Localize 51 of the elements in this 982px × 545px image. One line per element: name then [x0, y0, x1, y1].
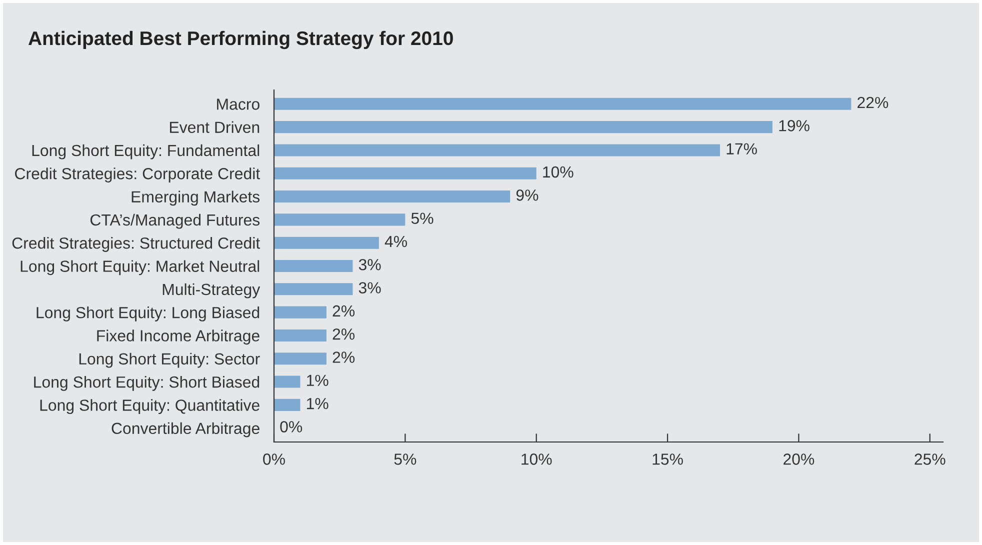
bar — [274, 329, 326, 342]
y-tick-label: Long Short Equity: Fundamental — [32, 144, 260, 160]
data-label: 3% — [358, 258, 381, 270]
x-tick-label: 10% — [522, 454, 552, 465]
bar — [274, 376, 300, 388]
data-label: 5% — [411, 212, 434, 224]
data-label: 1% — [307, 398, 328, 410]
y-tick-label: Long Short Equity: Long Biased — [36, 306, 260, 322]
y-tick-label: Event Driven — [170, 121, 260, 133]
y-tick-label: Multi-Strategy — [162, 283, 260, 298]
bar — [274, 306, 326, 318]
data-label: 2% — [332, 305, 355, 317]
bar — [274, 283, 353, 296]
bar — [274, 121, 772, 134]
bar — [274, 398, 300, 411]
y-tick-label: Long Short Equity: Market Neutral — [20, 260, 260, 276]
y-tick-label: Long Short Equity: Quantitative — [40, 399, 260, 414]
bar — [274, 167, 536, 180]
chart-title: Anticipated Best Performing Strategy for 2010 — [28, 30, 453, 50]
bar — [274, 214, 406, 226]
x-tick-label: 20% — [784, 454, 814, 465]
bar — [274, 260, 353, 272]
y-tick-label: Credit Strategies: Corporate Credit — [15, 168, 260, 182]
data-label: 0% — [280, 421, 302, 432]
data-label: 2% — [332, 328, 355, 340]
data-label: 10% — [543, 166, 574, 178]
data-label: 2% — [332, 352, 355, 363]
data-label: 17% — [726, 143, 757, 154]
bar — [274, 144, 720, 156]
bar — [274, 352, 326, 365]
x-tick-label: 25% — [914, 454, 946, 465]
y-tick-label: Credit Strategies: Structured Credit — [12, 237, 260, 252]
data-label: 19% — [779, 120, 810, 132]
y-tick-label: Emerging Markets — [132, 190, 260, 206]
y-tick-label: Macro — [217, 98, 260, 110]
data-label: 3% — [358, 282, 381, 294]
data-label: 1% — [307, 374, 328, 386]
y-tick-label: Convertible Arbitrage — [112, 422, 260, 438]
data-label: 9% — [516, 190, 538, 201]
bar — [274, 190, 510, 203]
data-label: 22% — [858, 96, 888, 108]
bar — [274, 236, 379, 249]
x-tick-label: 5% — [394, 454, 416, 465]
y-tick-label: Long Short Equity: Short Biased — [34, 376, 260, 391]
y-tick-label: Long Short Equity: Sector — [79, 352, 260, 368]
x-tick-label: 0% — [263, 454, 285, 465]
y-tick-label: CTA’s/Managed Futures — [90, 214, 260, 229]
data-label: 4% — [384, 236, 408, 248]
bar — [274, 98, 852, 110]
y-tick-label: Fixed Income Arbitrage — [97, 330, 260, 345]
x-tick-label: 15% — [652, 454, 683, 465]
